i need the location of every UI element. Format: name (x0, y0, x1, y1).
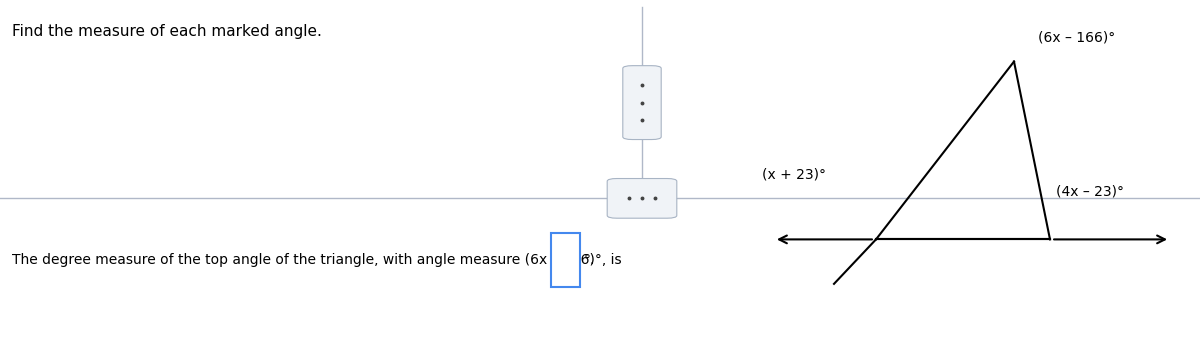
FancyBboxPatch shape (551, 233, 580, 287)
FancyBboxPatch shape (623, 66, 661, 140)
Text: Find the measure of each marked angle.: Find the measure of each marked angle. (12, 24, 322, 39)
Text: °.: °. (583, 253, 594, 267)
Text: (x + 23)°: (x + 23)° (762, 167, 826, 181)
FancyBboxPatch shape (607, 179, 677, 218)
Text: (6x – 166)°: (6x – 166)° (1038, 30, 1115, 44)
Text: (4x – 23)°: (4x – 23)° (1056, 184, 1124, 198)
Text: The degree measure of the top angle of the triangle, with angle measure (6x – 16: The degree measure of the top angle of t… (12, 253, 622, 267)
